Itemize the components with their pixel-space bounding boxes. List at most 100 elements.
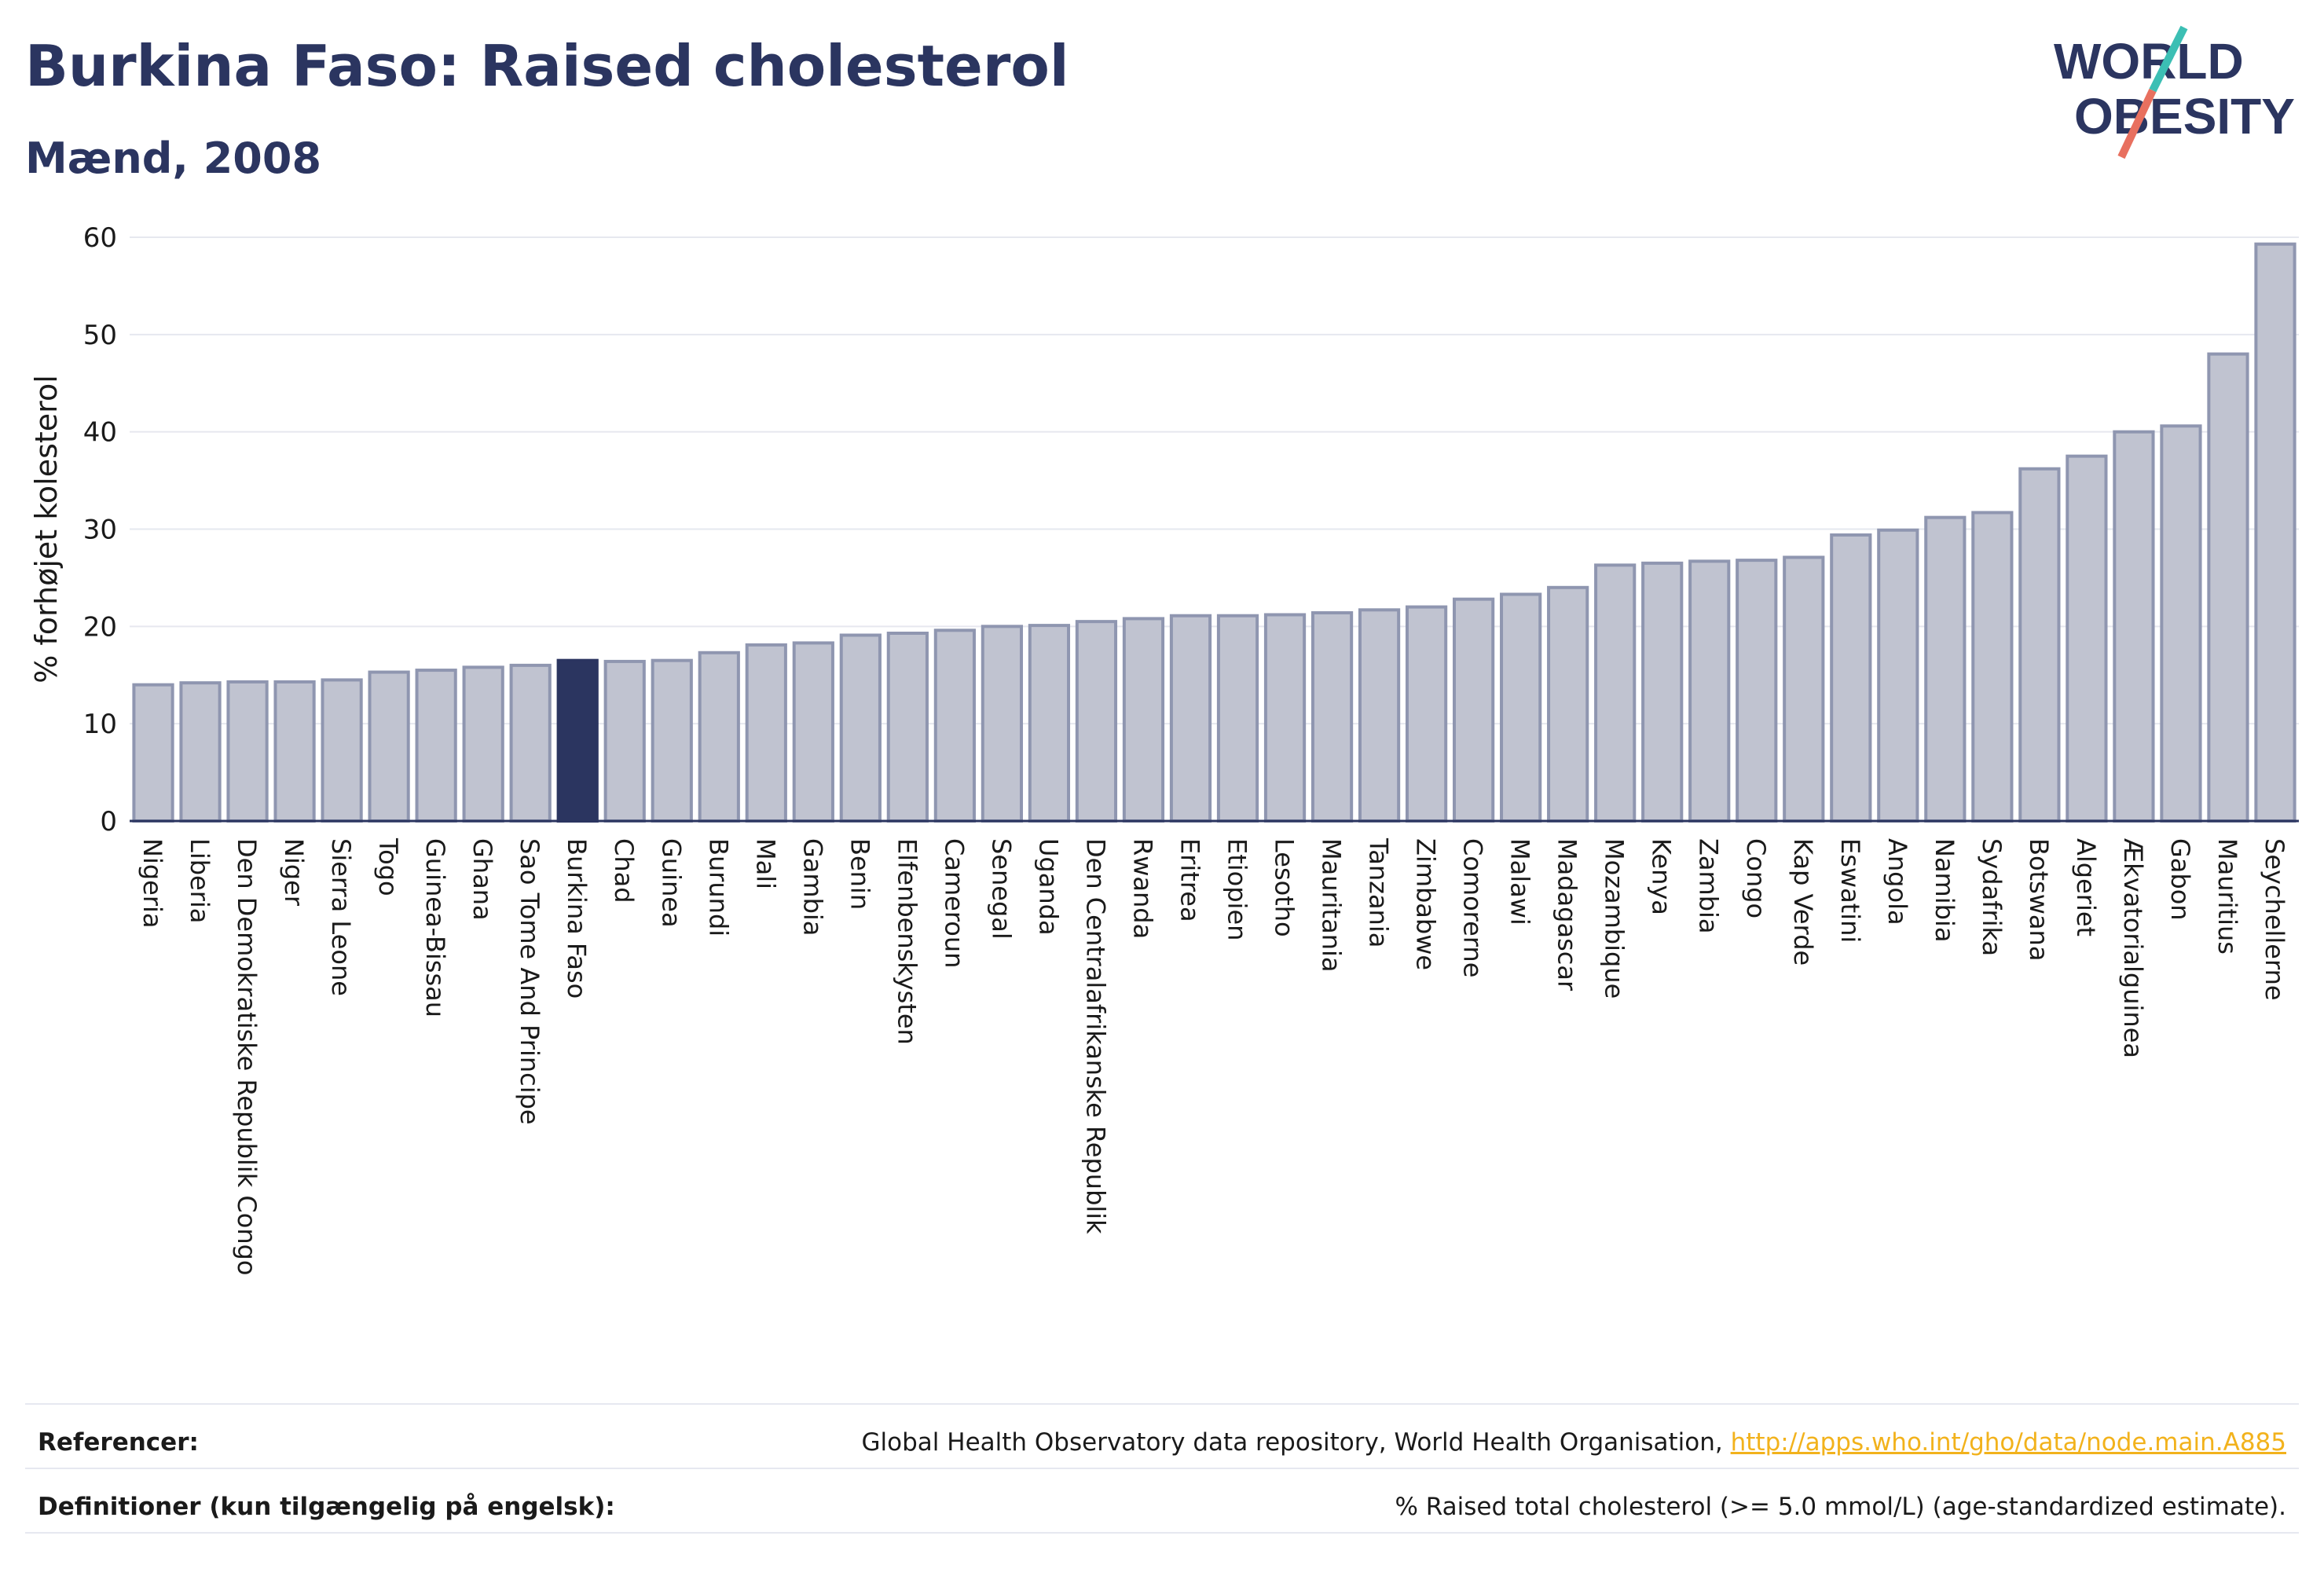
y-tick-label: 40 <box>83 417 117 449</box>
y-axis-label: % forhøjet kolesterol <box>29 375 64 684</box>
x-tick-label: Sierra Leone <box>326 838 356 996</box>
y-tick-label: 30 <box>83 515 117 546</box>
x-tick-label: Burundi <box>703 838 733 936</box>
x-tick-label: Kap Verde <box>1788 838 1818 966</box>
bar <box>1547 585 1589 823</box>
y-tick-label: 60 <box>83 222 117 254</box>
x-tick-label: Sydafrika <box>1977 838 2007 956</box>
y-tick-label: 50 <box>83 320 117 351</box>
bar-chart: 0 10 20 30 40 50 60 % forhøjet kolesterol Nigeri… <box>29 222 2299 1275</box>
bar <box>1169 614 1212 823</box>
x-tick-label: Senegal <box>986 838 1016 940</box>
bar <box>1310 610 1354 823</box>
x-tick-label: Algeriet <box>2071 838 2101 936</box>
bar <box>1028 624 1071 823</box>
bar <box>509 663 552 823</box>
bar <box>132 683 174 823</box>
bar <box>2018 467 2061 823</box>
bar <box>839 633 882 823</box>
bar <box>273 680 316 823</box>
x-tick-label: Madagascar <box>1552 838 1582 991</box>
logo-slash-teal <box>2149 25 2188 93</box>
bar <box>1736 559 1778 823</box>
footer-divider-middle <box>25 1468 2299 1469</box>
x-tick-label: Burkina Faso <box>562 838 592 999</box>
x-tick-label: Mozambique <box>1600 838 1629 999</box>
bar <box>226 680 269 823</box>
bar <box>1641 561 1684 823</box>
y-tick-label: 10 <box>83 709 117 740</box>
bar <box>792 641 834 823</box>
bar <box>886 632 929 823</box>
bar <box>1453 597 1495 823</box>
bar <box>1594 563 1637 823</box>
x-tick-label: Uganda <box>1033 838 1063 936</box>
bar <box>1971 511 2014 823</box>
x-tick-label: Rwanda <box>1127 838 1157 939</box>
x-tick-label: Chad <box>609 838 639 903</box>
y-tick-label: 20 <box>83 611 117 643</box>
x-tick-label: Sao Tome And Principe <box>515 838 544 1125</box>
bar <box>1688 559 1731 823</box>
references-label: Referencer: <box>38 1428 199 1457</box>
x-tick-label: Mali <box>750 838 780 889</box>
x-tick-label: Kenya <box>1647 838 1677 915</box>
y-tick-label: 0 <box>100 806 117 837</box>
bar <box>368 670 410 823</box>
bar <box>1075 620 1118 823</box>
x-tick-label: Mauritius <box>2212 838 2242 955</box>
x-tick-label: Tanzania <box>1364 837 1394 947</box>
x-tick-label: Eritrea <box>1175 838 1204 922</box>
x-tick-label: Guinea <box>656 838 686 928</box>
bar <box>933 629 976 823</box>
bar <box>745 643 787 823</box>
bar <box>2113 430 2155 823</box>
bar <box>603 659 646 823</box>
definitions-label: Definitioner (kun tilgængelig på engelsk… <box>38 1493 615 1521</box>
x-tick-label: Zimbabwe <box>1411 838 1441 970</box>
bar <box>1500 592 1542 823</box>
logo-line2: OBESITY <box>2074 88 2295 145</box>
x-tick-label: Comorerne <box>1458 838 1488 977</box>
bar <box>2254 242 2297 823</box>
bar <box>1877 528 1919 823</box>
x-tick-label: Namibia <box>1930 838 1959 942</box>
bar <box>556 658 599 823</box>
references-source: Global Health Observatory data repositor… <box>861 1428 1731 1457</box>
x-tick-label: Mauritania <box>1317 838 1347 972</box>
page-title: Burkina Faso: Raised cholesterol <box>25 33 1069 99</box>
x-tick-label: Ghana <box>467 838 497 921</box>
x-tick-label: Niger <box>279 838 309 907</box>
x-tick-label: Guinea-Bissau <box>420 838 450 1017</box>
bar <box>415 669 457 823</box>
references-text: Global Health Observatory data repositor… <box>862 1428 2286 1457</box>
world-obesity-logo: WORLD OBESITY <box>2054 25 2295 159</box>
bar <box>2160 424 2202 823</box>
x-tick-label: Liberia <box>185 838 214 923</box>
bar <box>698 651 740 823</box>
bar <box>1783 555 1825 823</box>
page-subtitle: Mænd, 2008 <box>25 134 322 183</box>
x-tick-label: Congo <box>1741 838 1771 918</box>
bar <box>2066 454 2108 823</box>
bar <box>1924 515 1967 823</box>
bar <box>1122 617 1165 823</box>
bar <box>651 658 693 823</box>
bar <box>1263 613 1307 823</box>
bar <box>1216 614 1259 823</box>
definitions-text: % Raised total cholesterol (>= 5.0 mmol/… <box>1395 1493 2286 1521</box>
x-tick-label: Zambia <box>1694 838 1724 934</box>
x-tick-label: Etiopien <box>1222 838 1252 940</box>
logo-line1: WORLD <box>2054 33 2244 90</box>
references-link[interactable]: http://apps.who.int/gho/data/node.main.A… <box>1730 1428 2286 1457</box>
bar <box>321 678 363 823</box>
bar <box>1358 608 1401 823</box>
footer-divider-bottom <box>25 1532 2299 1534</box>
footer-divider-top <box>25 1403 2299 1405</box>
x-tick-label: Malawi <box>1505 838 1535 925</box>
x-tick-label: Nigeria <box>137 838 167 928</box>
x-tick-label: Gabon <box>2165 838 2195 921</box>
bar <box>179 681 222 823</box>
x-tick-label: Cameroun <box>939 838 969 968</box>
x-tick-label: Benin <box>845 838 874 910</box>
